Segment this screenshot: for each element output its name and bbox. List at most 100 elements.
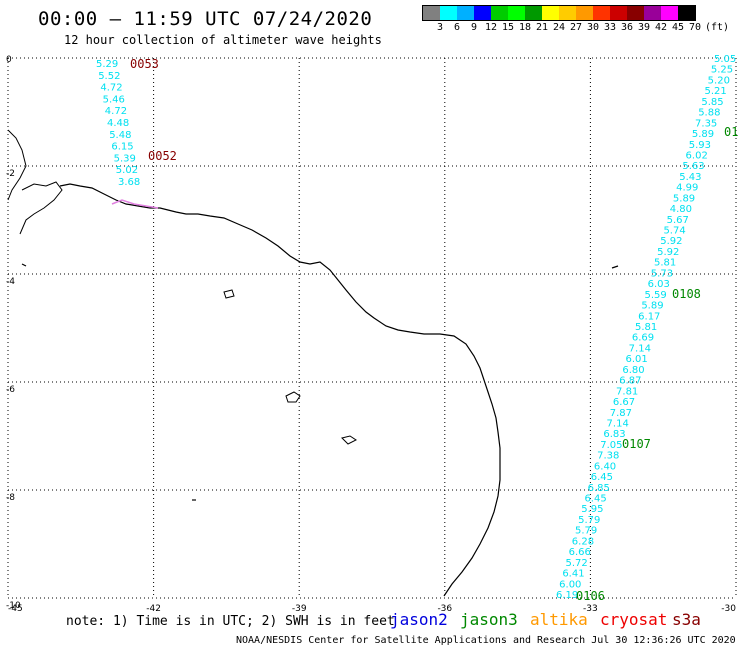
legend-swatch: [542, 6, 559, 20]
wave-height-value: 5.63: [682, 161, 704, 172]
wave-height-value: 6.87: [619, 376, 641, 387]
wave-height-value: 5.92: [657, 247, 679, 258]
legend-swatch: [678, 6, 695, 20]
wave-height-value: 6.69: [632, 333, 654, 344]
wave-height-value: 5.59: [644, 290, 666, 301]
satellite-name-cryosat: cryosat: [600, 610, 668, 629]
legend-label: 39: [637, 22, 651, 33]
legend-swatch: [661, 6, 678, 20]
lon-tick-label: -39: [292, 604, 307, 614]
pass-time-label: 0107: [622, 437, 651, 451]
lon-tick-label: -42: [146, 604, 161, 614]
wave-height-value: 4.72: [100, 83, 122, 94]
wave-height-value: 5.46: [103, 94, 125, 105]
legend-swatch: [508, 6, 525, 20]
wave-height-value: 7.14: [607, 418, 629, 429]
wave-height-value: 7.87: [610, 408, 632, 419]
lon-tick-label: -33: [583, 604, 598, 614]
legend-unit: (ft): [705, 22, 730, 33]
wave-height-value: 7.14: [629, 343, 651, 354]
legend-label: 42: [654, 22, 668, 33]
wave-height-value: 5.89: [673, 193, 695, 204]
legend-swatch: [423, 6, 440, 20]
wave-height-value: 6.28: [572, 536, 594, 547]
satellite-name-jason2: jason2: [390, 610, 448, 629]
legend-swatch: [491, 6, 508, 20]
wave-height-value: 7.81: [616, 386, 638, 397]
legend-swatch: [576, 6, 593, 20]
wave-height-value: 6.00: [559, 579, 581, 590]
wave-height-value: 6.66: [569, 547, 591, 558]
legend-swatch: [610, 6, 627, 20]
wave-height-value: 5.39: [114, 153, 136, 164]
credit-line: NOAA/NESDIS Center for Satellite Applica…: [236, 635, 736, 646]
wave-height-value: 5.25: [711, 65, 733, 76]
wave-height-value: 6.01: [626, 354, 648, 365]
wave-height-value: 5.81: [654, 258, 676, 269]
wave-height-value: 6.83: [603, 429, 625, 440]
wave-height-value: 3.68: [118, 177, 140, 188]
wave-height-value: 5.89: [692, 129, 714, 140]
legend-label: 9: [470, 22, 478, 33]
wave-height-value: 5.74: [663, 226, 685, 237]
legend-swatch: [593, 6, 610, 20]
lat-tick-label: -10: [6, 601, 21, 611]
pass-time-label: 0052: [148, 149, 177, 163]
wave-height-value: 6.15: [111, 142, 133, 153]
lat-tick-label: 0: [6, 55, 12, 65]
pass-time-label: 01: [724, 125, 738, 139]
lat-tick-label: -4: [6, 277, 15, 287]
legend-label: 30: [586, 22, 600, 33]
wave-height-value: 5.81: [635, 322, 657, 333]
satellite-name-altika: altika: [530, 610, 588, 629]
wave-height-value: 6.45: [584, 494, 606, 505]
wave-height-value: 6.19: [556, 590, 578, 601]
legend-label: 36: [620, 22, 634, 33]
legend-label: 12: [484, 22, 498, 33]
wave-height-value: 5.85: [701, 97, 723, 108]
legend-label: 45: [671, 22, 685, 33]
legend-color-bar: [422, 5, 696, 21]
wave-height-value: 5.21: [705, 86, 727, 97]
legend-label: 70: [688, 22, 702, 33]
wave-height-value: 6.80: [622, 365, 644, 376]
wave-height-value: 5.20: [708, 75, 730, 86]
legend-swatch: [559, 6, 576, 20]
coastline: [7, 129, 619, 597]
wave-height-value: 7.05: [600, 440, 622, 451]
legend-label: 21: [535, 22, 549, 33]
wave-height-value: 5.43: [679, 172, 701, 183]
legend-label: 6: [453, 22, 461, 33]
wave-height-value: 6.40: [594, 461, 616, 472]
legend-label: 33: [603, 22, 617, 33]
legend-swatch: [457, 6, 474, 20]
wave-height-value: 4.80: [670, 204, 692, 215]
wave-height-value: 5.92: [660, 236, 682, 247]
wave-height-value: 5.02: [116, 165, 138, 176]
wave-height-value: 5.79: [575, 526, 597, 537]
lon-tick-label: -45: [8, 604, 23, 614]
wave-height-value: 6.17: [638, 311, 660, 322]
wave-height-value: 6.02: [686, 150, 708, 161]
wave-height-value: 5.89: [641, 301, 663, 312]
pass-time-label: 0106: [576, 589, 605, 603]
legend-label: 27: [569, 22, 583, 33]
wave-height-value: 5.93: [689, 140, 711, 151]
page-subtitle: 12 hour collection of altimeter wave hei…: [64, 33, 382, 47]
legend-label: 18: [518, 22, 532, 33]
legend-label: 3: [436, 22, 444, 33]
wave-height-value: 4.48: [107, 118, 129, 129]
footnote: note: 1) Time is in UTC; 2) SWH is in fe…: [66, 614, 395, 629]
legend-swatch: [525, 6, 542, 20]
legend-swatch: [474, 6, 491, 20]
lat-tick-label: -8: [6, 493, 15, 503]
pass-time-label: 0108: [672, 287, 701, 301]
wave-height-value: 5.88: [698, 108, 720, 119]
legend-swatch: [440, 6, 457, 20]
wave-height-value: 6.03: [648, 279, 670, 290]
wave-height-value: 5.79: [578, 515, 600, 526]
legend-swatch: [627, 6, 644, 20]
wave-height-value: 5.29: [96, 59, 118, 70]
wave-height-value: 5.95: [581, 504, 603, 515]
